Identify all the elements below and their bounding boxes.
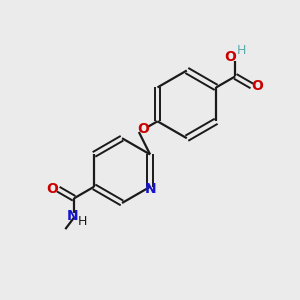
Text: H: H — [236, 44, 246, 57]
Text: N: N — [67, 209, 78, 223]
Text: O: O — [46, 182, 58, 196]
Text: O: O — [137, 122, 149, 136]
Text: O: O — [251, 79, 263, 93]
Text: N: N — [145, 182, 157, 196]
Text: O: O — [224, 50, 236, 64]
Text: H: H — [78, 215, 87, 228]
